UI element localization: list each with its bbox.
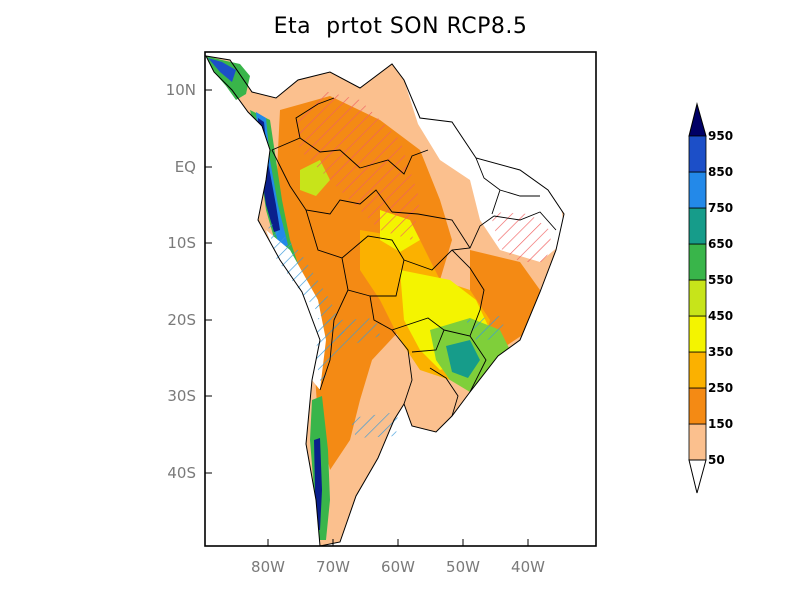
hatch-blue-southbrazil [466, 316, 506, 344]
lon-label-40w: 40W [511, 558, 545, 576]
lon-label-80w: 80W [251, 558, 285, 576]
lon-label-60w: 60W [381, 558, 415, 576]
lat-label-20s: 20S [167, 311, 196, 329]
colorbar-segment [688, 135, 707, 173]
colorbar-label: 450 [708, 309, 733, 323]
lon-label-70w: 70W [316, 558, 350, 576]
colorbar-top-arrow [688, 102, 707, 137]
hatch-red-northeast [490, 212, 552, 262]
longitude-axis: 80W 70W 60W 50W 40W [251, 539, 545, 576]
hatch-red-amazon [296, 90, 420, 240]
latitude-axis: 10N EQ 10S 20S 30S 40S [166, 81, 212, 482]
colorbar-segment [688, 351, 707, 389]
colorbar-label: 550 [708, 273, 733, 287]
colorbar-label: 650 [708, 237, 733, 251]
lat-label-10n: 10N [166, 81, 196, 99]
hatch-blue-pampas [350, 412, 398, 438]
colorbar-segment [688, 315, 707, 353]
colorbar-label: 750 [708, 201, 733, 215]
colorbar-segment [688, 243, 707, 281]
colorbar-segments [688, 135, 707, 461]
lat-label-30s: 30S [167, 387, 196, 405]
colorbar-label: 150 [708, 417, 733, 431]
lat-label-eq: EQ [175, 158, 196, 176]
colorbar-label: 350 [708, 345, 733, 359]
country-borders [271, 97, 557, 417]
map-plot-area [205, 55, 565, 546]
colorbar-bottom-arrow [688, 459, 707, 494]
hatch-blue-andes [266, 218, 346, 342]
colorbar-segment [688, 387, 707, 425]
colorbar-segment [688, 423, 707, 461]
colorbar-labels: 50 150 250 350 450 550 650 750 850 950 [708, 129, 733, 467]
colorbar-label: 850 [708, 165, 733, 179]
map-title: Eta prtot SON RCP8.5 [273, 14, 528, 39]
colorbar-segment [688, 171, 707, 209]
central-america-core [208, 58, 236, 82]
lat-label-10s: 10S [167, 234, 196, 252]
colorbar-segment [688, 279, 707, 317]
colorbar-label: 250 [708, 381, 733, 395]
map-frame [204, 51, 597, 547]
lon-label-50w: 50W [446, 558, 480, 576]
teal-zone-south [446, 340, 480, 378]
lat-label-40s: 40S [167, 464, 196, 482]
colorbar: 50 150 250 350 450 550 650 750 850 950 [688, 102, 733, 494]
significance-hatching [266, 90, 552, 438]
colorbar-segment [688, 207, 707, 245]
colorbar-label: 50 [708, 453, 725, 467]
coastline [205, 55, 565, 546]
colorbar-label: 950 [708, 129, 733, 143]
